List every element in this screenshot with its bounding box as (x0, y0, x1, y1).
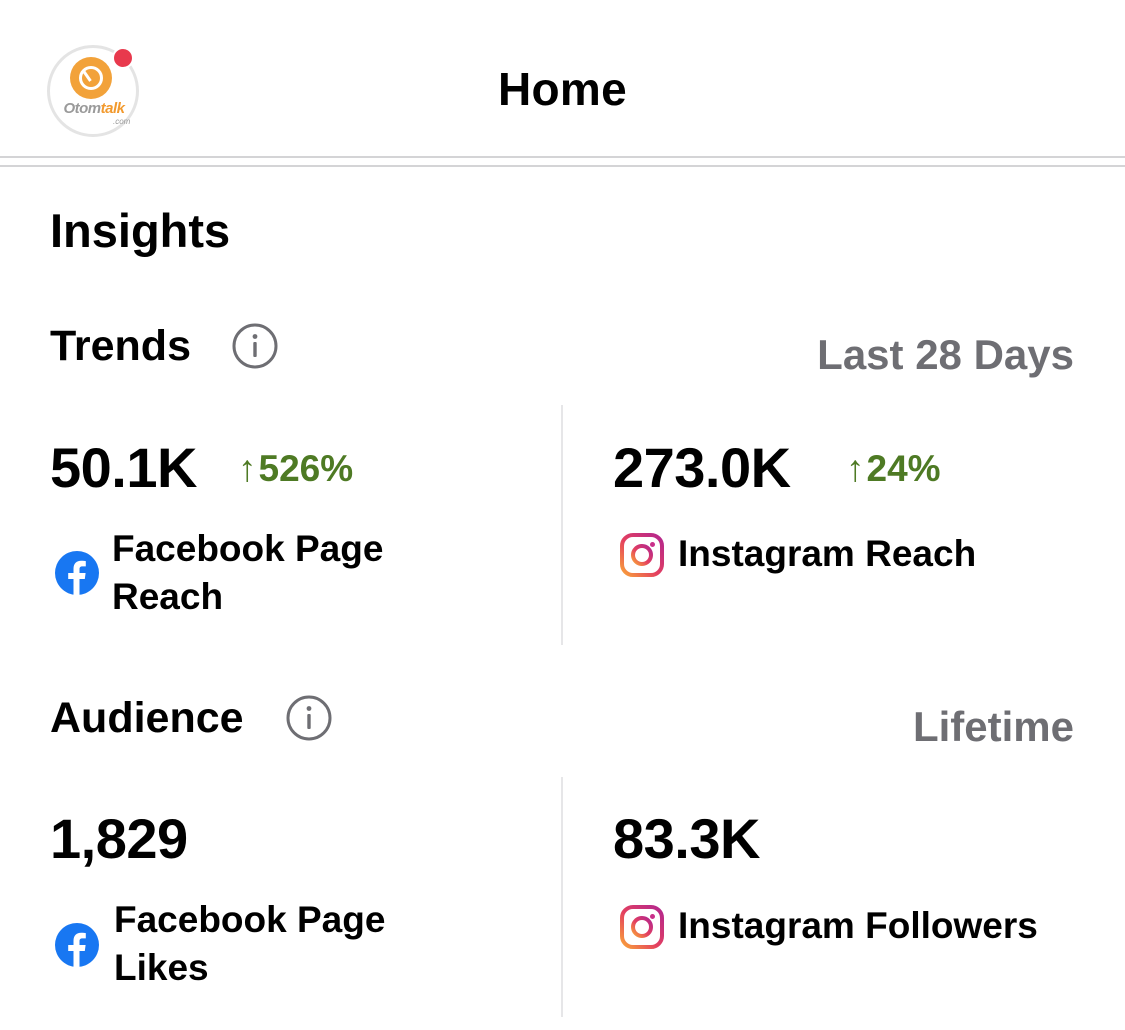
header-bar: Otomtalk .com Home (0, 0, 1125, 156)
metric-value: 273.0K (613, 436, 791, 499)
notification-dot (112, 47, 134, 69)
metric-label: Facebook Page Likes (114, 899, 386, 988)
audience-info-icon[interactable] (286, 695, 332, 741)
trends-period-label[interactable]: Last 28 Days (817, 331, 1074, 378)
facebook-icon (55, 923, 99, 967)
avatar-brand-text: Otomtalk (63, 100, 125, 117)
insights-heading: Insights (50, 204, 231, 257)
audience-column-divider (561, 777, 563, 1017)
instagram-icon (620, 905, 664, 949)
avatar-brand-sub: .com (113, 117, 131, 126)
facebook-icon (55, 551, 99, 595)
page-title: Home (497, 63, 627, 115)
metric-value: 83.3K (613, 807, 760, 870)
audience-period-label[interactable]: Lifetime (912, 703, 1074, 750)
trends-column-divider (561, 405, 563, 645)
header-divider-secondary (0, 165, 1125, 167)
arrow-up-icon: ↑ (846, 448, 865, 489)
metric-label: Instagram Reach (678, 533, 977, 574)
metric-label: Instagram Followers (678, 905, 1038, 946)
audience-heading: Audience (50, 694, 244, 742)
metric-label: Facebook Page Reach (112, 528, 384, 617)
trends-heading: Trends (50, 322, 191, 370)
trends-info-icon[interactable] (232, 323, 278, 369)
metric-value: 1,829 (50, 807, 188, 870)
instagram-icon (620, 533, 664, 577)
metric-value: 50.1K (50, 436, 197, 499)
header-divider (0, 156, 1125, 158)
clock-logo-icon (70, 57, 112, 99)
metric-change: ↑526% (238, 448, 354, 489)
arrow-up-icon: ↑ (238, 448, 257, 489)
metric-change: ↑24% (846, 448, 941, 489)
